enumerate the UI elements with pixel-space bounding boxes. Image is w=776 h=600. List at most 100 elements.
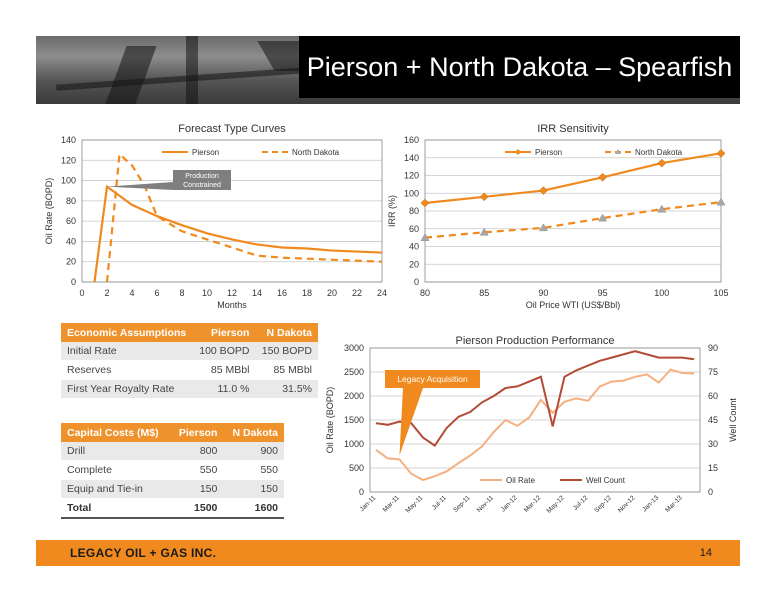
annotation-pointer (399, 388, 423, 456)
table-cell: 1600 (223, 498, 284, 519)
pierson-production-svg: Pierson Production Performance 0 500 1000 15… (325, 335, 738, 515)
x-tick-label: Jul-11 (431, 494, 448, 511)
y-tick-label: 1000 (344, 439, 364, 449)
y2-tick-label: 30 (708, 439, 718, 449)
x-tick-label: May-12 (546, 494, 567, 515)
annotation-box (173, 170, 231, 190)
plot-frame (81, 139, 383, 283)
table-cell: Equip and Tie-in (61, 479, 171, 499)
y-tick-label: 60 (66, 216, 76, 226)
y-tick-label: 40 (409, 242, 419, 252)
y2-tick-label: 75 (708, 367, 718, 377)
legend-label: North Dakota (292, 148, 340, 157)
y-axis-label: Oil Rate (BOPD) (44, 178, 54, 245)
x-tick-label: Jul-12 (572, 494, 590, 512)
x-tick-label: 90 (538, 288, 548, 298)
table-cell: 550 (223, 460, 284, 480)
capex-header-cell: Pierson (170, 423, 224, 442)
econ-header-row: Economic Assumptions Pierson N Dakota (61, 323, 318, 342)
irr-sensitivity-svg: IRR Sensitivity 0 20 40 60 80 100 120 140 160 80 85… (387, 123, 729, 310)
x-tick-label: 4 (129, 288, 134, 298)
table-cell: 85 MBbl (255, 360, 318, 380)
y-axis-label: Oil Rate (BOPD) (325, 387, 335, 454)
data-point (479, 227, 489, 236)
series-line-oil-rate (375, 368, 695, 482)
series-line-pierson (424, 152, 722, 205)
y-tick-label: 0 (414, 277, 419, 287)
legend-label: Pierson (192, 148, 219, 157)
x-tick-label: 14 (252, 288, 262, 298)
x-axis-label: Oil Price WTI (US$/Bbl) (526, 300, 621, 310)
data-point (716, 197, 726, 206)
table-cell: Drill (61, 442, 171, 461)
x-tick-label: Nov-12 (617, 494, 637, 514)
x-tick-label: 24 (377, 288, 387, 298)
econ-header-cell: N Dakota (255, 323, 318, 342)
y2-tick-label: 0 (708, 487, 713, 497)
x-tick-label: 100 (654, 288, 669, 298)
y-tick-label: 80 (66, 196, 76, 206)
x-tick-label: 12 (227, 288, 237, 298)
x-tick-label: Sep-12 (593, 494, 613, 514)
irr-sensitivity-chart: IRR Sensitivity 0 20 40 60 80 100 120 140 160 80 85… (385, 120, 735, 320)
data-point (420, 198, 430, 208)
annotation-pointer (107, 182, 173, 190)
x-axis-label: Months (217, 300, 247, 310)
annotation-box (385, 370, 480, 388)
y-tick-label: 120 (61, 155, 76, 165)
data-point (420, 233, 430, 241)
x-tick-label: May-11 (405, 494, 425, 514)
legend-label: Pierson (535, 148, 562, 157)
y-tick-label: 140 (61, 135, 76, 145)
y2-tick-label: 45 (708, 415, 718, 425)
x-tick-label: 85 (479, 288, 489, 298)
legend-label: Oil Rate (506, 476, 535, 485)
x-tick-label: Mar-13 (664, 494, 684, 514)
econ-header-cell: Pierson (192, 323, 256, 342)
annotation-text: Constrained (183, 182, 221, 189)
y-tick-label: 40 (66, 236, 76, 246)
data-point (538, 223, 548, 232)
chart-title: Pierson Production Performance (456, 335, 615, 347)
annotation-text: Production (185, 173, 219, 180)
table-cell: 150 (170, 479, 224, 499)
data-point (657, 158, 667, 168)
x-tick-label: 10 (202, 288, 212, 298)
y-tick-label: 80 (409, 206, 419, 216)
x-tick-label: 8 (179, 288, 184, 298)
capex-header-row: Capital Costs (M$) Pierson N Dakota (61, 423, 284, 442)
data-point (479, 192, 489, 202)
economic-assumptions-table: Economic Assumptions Pierson N Dakota In… (61, 323, 318, 399)
y-tick-label: 500 (349, 463, 364, 473)
table-cell: 150 BOPD (255, 342, 318, 361)
y2-tick-label: 90 (708, 343, 718, 353)
footer-bar: LEGACY OIL + GAS INC. 14 (36, 540, 740, 566)
x-tick-label: 16 (277, 288, 287, 298)
x-tick-label: Jan-11 (359, 494, 378, 513)
series-line-north-dakota (105, 151, 383, 283)
legend-label: Well Count (586, 476, 626, 485)
x-tick-label: 20 (327, 288, 337, 298)
table-cell: 150 (223, 479, 284, 499)
annotation-text: Legacy Acquisition (397, 374, 468, 384)
legend-label: North Dakota (635, 148, 683, 157)
y-tick-label: 100 (61, 176, 76, 186)
table-row: Initial Rate 100 BOPD 150 BOPD (61, 342, 318, 361)
y-tick-label: 0 (359, 487, 364, 497)
y2-tick-label: 15 (708, 463, 718, 473)
data-point (657, 204, 667, 213)
y2-axis-label: Well Count (728, 398, 738, 442)
y-tick-label: 20 (409, 259, 419, 269)
y-tick-label: 60 (409, 224, 419, 234)
slide-title: Pierson + North Dakota – Spearfish (299, 36, 740, 98)
x-tick-label: 80 (420, 288, 430, 298)
y-tick-label: 3000 (344, 343, 364, 353)
table-cell: Complete (61, 460, 171, 480)
econ-header-cell: Economic Assumptions (61, 323, 193, 342)
table-cell: Reserves (61, 360, 193, 380)
y-tick-label: 140 (404, 153, 419, 163)
forecast-type-curves-svg: Forecast Type Curves 0 20 40 60 80 100 120 140 0 2… (44, 123, 387, 310)
x-tick-label: Mar-12 (523, 494, 543, 514)
table-cell: 85 MBbl (192, 360, 256, 380)
series-line-pierson (93, 184, 383, 283)
